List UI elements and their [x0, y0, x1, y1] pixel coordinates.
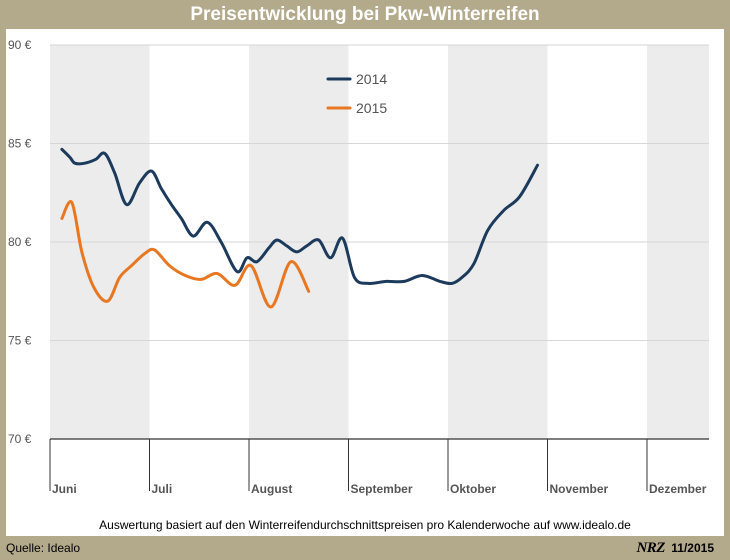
y-tick-label: 80 € [8, 235, 32, 249]
source-note: Quelle: Idealo [6, 541, 81, 555]
chart-title: Preisentwicklung bei Pkw-Winterreifen [190, 4, 540, 25]
x-tick-label: Oktober [450, 482, 496, 496]
x-tick-label: Juni [52, 482, 77, 496]
x-tick-label: Juli [152, 482, 173, 496]
series-line-2015 [60, 200, 311, 309]
legend-label: 2015 [356, 100, 387, 116]
y-tick-label: 70 € [8, 432, 32, 446]
x-tick-label: Dezember [649, 482, 707, 496]
x-tick-label: November [550, 482, 609, 496]
legend-label: 2014 [356, 71, 387, 87]
y-tick-label: 90 € [8, 38, 32, 52]
x-tick-label: August [251, 482, 292, 496]
publisher-logo: NRZ [636, 540, 665, 556]
chart-caption: Auswertung basiert auf den Winterreifend… [99, 518, 631, 532]
chart-panel: 90 € 85 € 80 € 75 € 70 € Juni Juli August Septem… [6, 29, 724, 536]
publisher-credit: NRZ 11/2015 [636, 540, 714, 557]
y-tick-label: 85 € [8, 137, 32, 151]
series-line-2014 [60, 147, 539, 286]
publication-date: 11/2015 [671, 541, 714, 555]
x-tick-label: September [351, 482, 413, 496]
footer-bar: Quelle: Idealo NRZ 11/2015 [0, 537, 730, 560]
line-chart: 90 € 85 € 80 € 75 € 70 € Juni Juli August Septem… [8, 38, 709, 496]
y-tick-label: 75 € [8, 334, 32, 348]
